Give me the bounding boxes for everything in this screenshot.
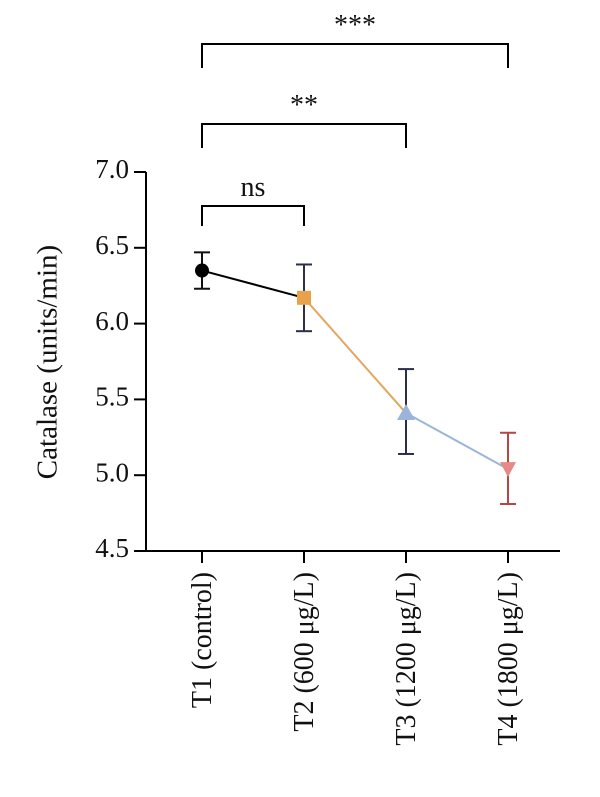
x-tick-label: T2 (600 μg/L) — [289, 572, 320, 732]
x-tick-label: T4 (1800 μg/L) — [493, 572, 524, 746]
y-tick-label: 5.0 — [95, 457, 129, 487]
significance-label: *** — [334, 10, 376, 41]
significance-bracket: ns — [201, 172, 305, 226]
significance-brackets: ns***** — [201, 10, 509, 226]
data-point-marker — [195, 263, 209, 278]
y-axis: 4.5 5.0 5.5 6.0 6.5 7.0 — [95, 154, 147, 563]
bracket-line — [201, 43, 509, 68]
x-tick-label: T3 (1200 μg/L) — [391, 572, 422, 746]
y-tick-label: 6.5 — [95, 230, 129, 260]
data-point-marker — [297, 290, 311, 305]
y-tick-label: 7.0 — [95, 154, 129, 184]
y-tick-label: 5.5 — [95, 382, 129, 412]
series-segment — [303, 297, 407, 414]
y-axis-title: Catalase (units/min) — [32, 245, 64, 479]
data-point-marker — [500, 462, 516, 478]
series — [194, 251, 516, 506]
x-axis: T1 (control) T2 (600 μg/L) T3 (1200 μg/L) T… — [146, 550, 560, 746]
significance-label: ns — [241, 172, 266, 203]
bracket-line — [201, 123, 407, 148]
series-segment — [201, 269, 305, 299]
y-tick-label: 6.0 — [95, 306, 129, 336]
bracket-line — [201, 205, 305, 226]
x-tick-label: T1 (control) — [187, 572, 218, 708]
significance-bracket: ** — [201, 90, 407, 148]
significance-bracket: *** — [201, 10, 509, 68]
y-tick-label: 4.5 — [95, 533, 129, 563]
significance-label: ** — [290, 90, 318, 121]
data-point-marker — [397, 404, 415, 421]
series-segment — [405, 412, 509, 471]
